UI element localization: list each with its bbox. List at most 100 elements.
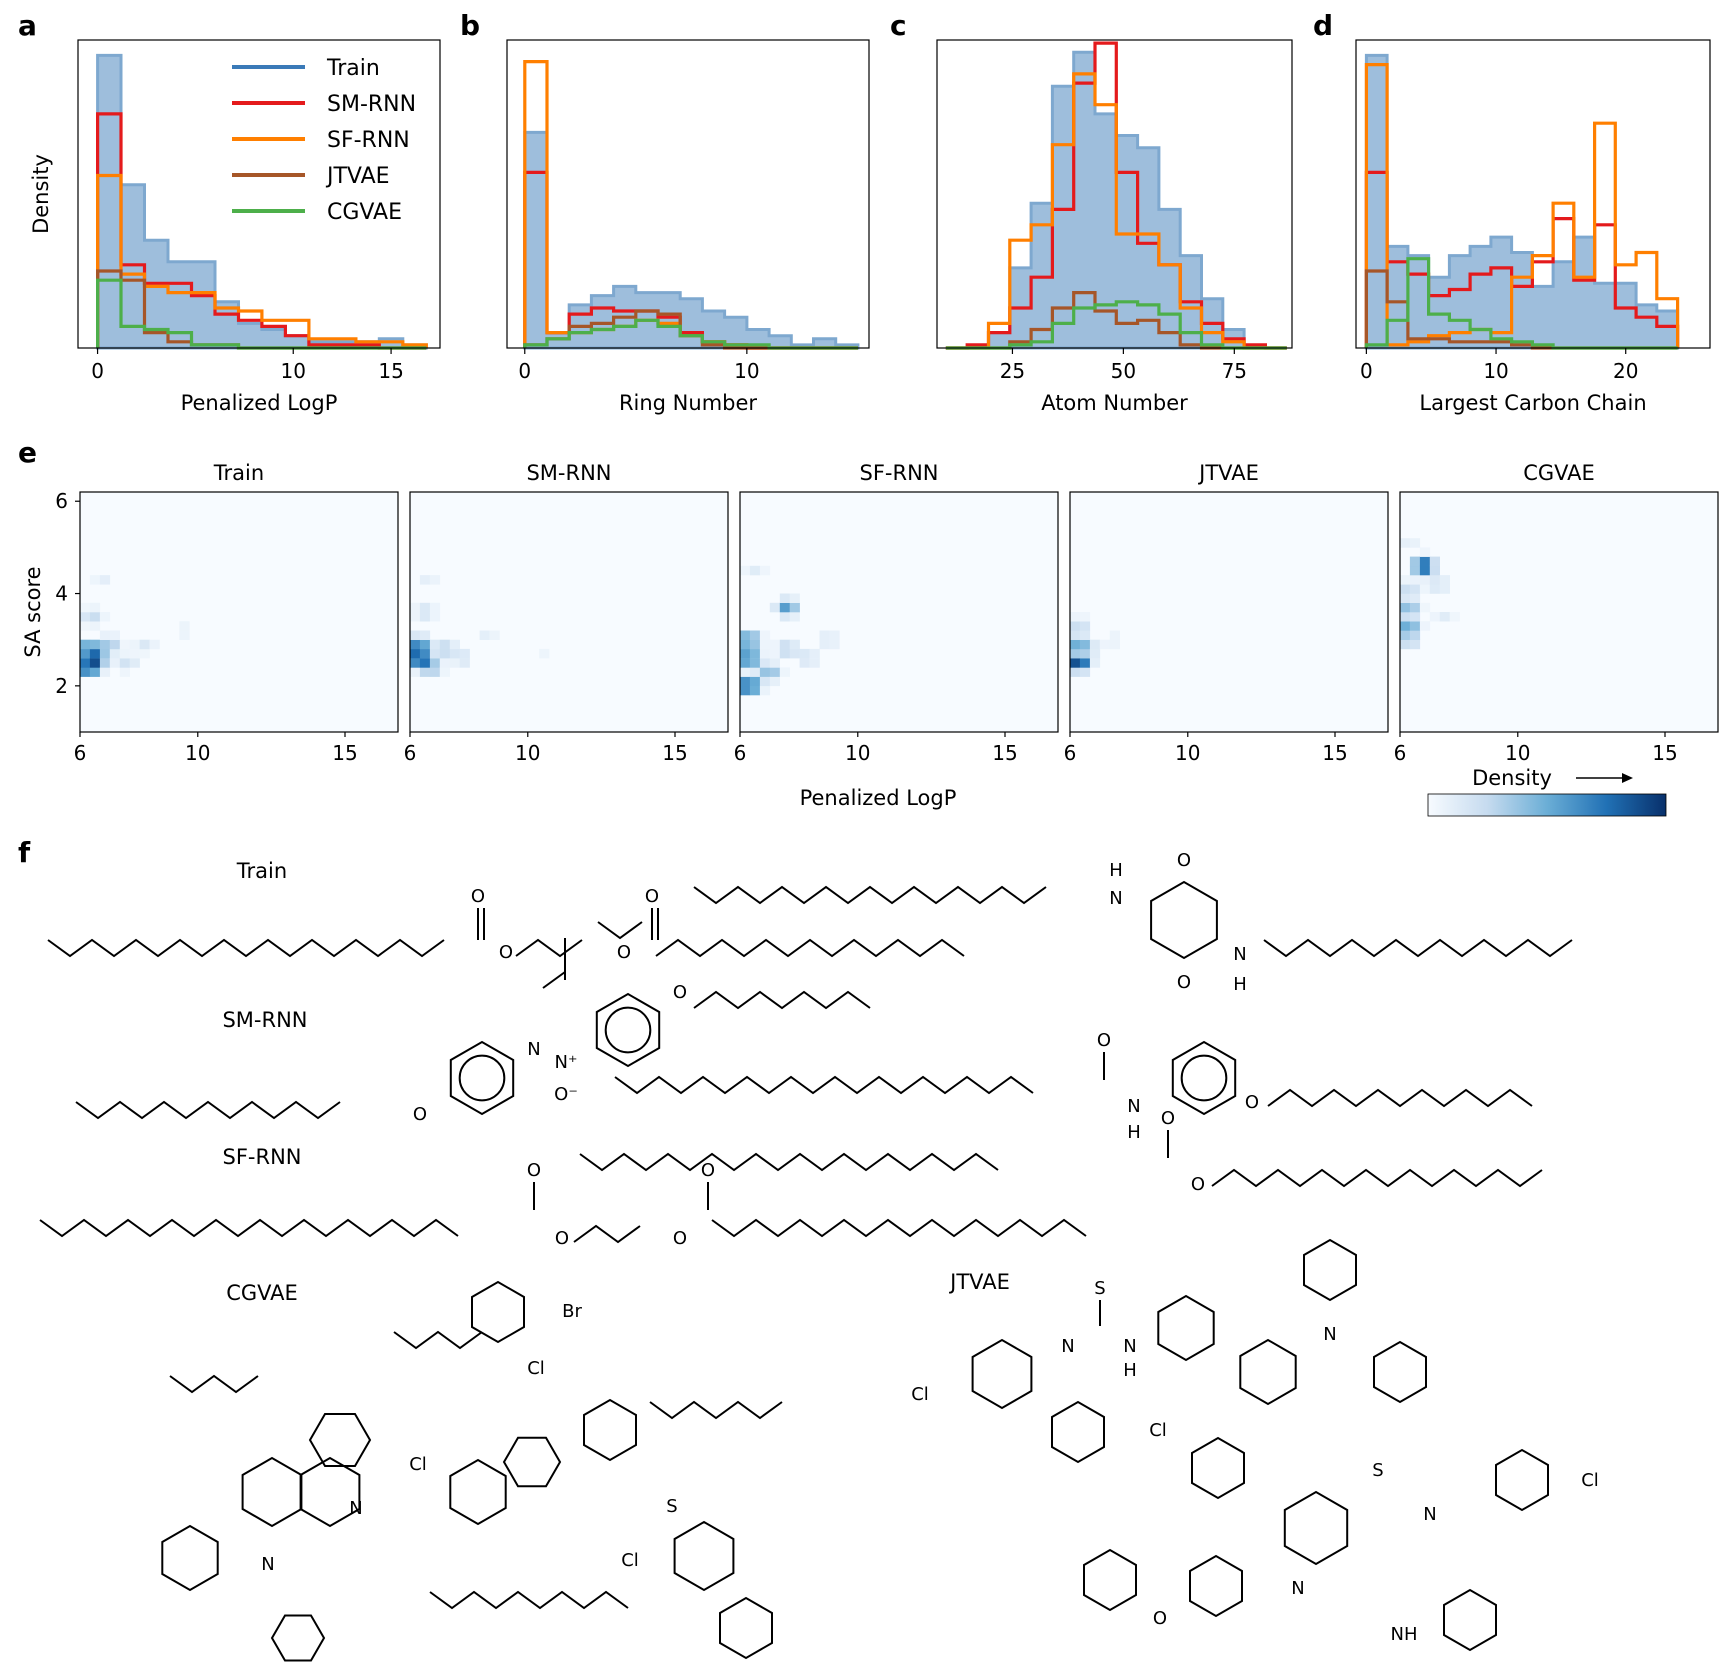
hist-b-frame	[506, 39, 870, 349]
heatmap-cell	[89, 602, 101, 613]
indene-ring-a	[449, 1458, 507, 1526]
heatmap-cell	[1400, 612, 1411, 622]
heatmap-cell	[1079, 658, 1091, 668]
heatmap-cell	[129, 658, 140, 668]
histogram-a: 0 10 15 Penalized LogP	[77, 39, 441, 415]
heatmap-cell	[489, 630, 500, 640]
hist-b-xlabel: Ring Number	[619, 391, 757, 415]
heatmap-cell	[1400, 584, 1411, 594]
atom-hydrogen: H	[1109, 860, 1123, 881]
biphenyl-ring-b	[1239, 1338, 1297, 1406]
heatmap-cell	[429, 575, 441, 585]
heatmap-background	[80, 492, 398, 732]
heatmap-cell	[1409, 584, 1421, 594]
heatmap-cell	[809, 658, 820, 668]
heatmap-cell	[1400, 602, 1411, 613]
chlorobenzyl-ring	[971, 1338, 1033, 1410]
panel-letter-c: c	[890, 9, 907, 42]
hist-d-xtick-label: 0	[1360, 359, 1373, 383]
heatmap-cell	[429, 658, 441, 668]
heatmap-xtick-label: 6	[1064, 741, 1077, 765]
heatmap-cell	[410, 602, 421, 613]
histogram-c: 25 50 75 Atom Number	[936, 39, 1293, 415]
heatmap-cell	[449, 639, 460, 650]
train-amine-chain	[693, 885, 1047, 905]
heatmap-xtick-label: 6	[1394, 741, 1407, 765]
heatmap-cell	[769, 667, 780, 677]
heatmap-cell	[129, 648, 140, 659]
heatmap-cell	[419, 667, 431, 677]
atom-oxygen: O	[471, 886, 485, 907]
legend: Train SM-RNN SF-RNN JTVAE CGVAE	[232, 56, 416, 225]
heatmap-cell	[789, 639, 800, 650]
heatmap-cell	[769, 676, 780, 687]
heatmap-cell	[819, 630, 830, 640]
heatmap-cell	[769, 648, 780, 659]
colorbar-arrow-head	[1622, 773, 1633, 783]
heatmap-cell	[1409, 612, 1421, 622]
atom-oxygen: O	[1245, 1092, 1259, 1113]
heatmap-cell	[80, 621, 91, 631]
heatmap-cell	[799, 648, 810, 659]
heatmap-cell	[1400, 630, 1411, 640]
heatmap-cell	[1409, 556, 1421, 567]
heatmap-xtick-label: 15	[1322, 741, 1347, 765]
heatmap-frame	[1399, 491, 1719, 733]
train-glycerol-backbone	[515, 938, 583, 958]
atom-oxygen: O	[1161, 1108, 1175, 1129]
isoquinoline-ring-b	[299, 1456, 361, 1528]
atom-chlorine: Cl	[911, 1384, 929, 1405]
histogram-b: 0 10 Ring Number	[506, 39, 870, 415]
heatmap-cell	[139, 639, 150, 650]
aromatic-circle	[1180, 1054, 1228, 1102]
heatmap-frame	[409, 491, 729, 733]
heatmap-cell	[419, 612, 431, 622]
heatmap-cell	[89, 658, 101, 668]
heatmap-xtick-label: 15	[1652, 741, 1677, 765]
sf-rnn-alcohol-chain	[1211, 1168, 1543, 1188]
hist-c-xtick-label: 50	[1111, 359, 1136, 383]
heatmap-jtvae: JTVAE 6 10 15	[1064, 461, 1389, 765]
hist-d-frame	[1355, 39, 1711, 349]
atom-oxygen: O	[1153, 1608, 1167, 1629]
heatmap-cell	[419, 630, 431, 640]
heatmap-cell	[759, 658, 771, 668]
heatmap-cell	[1409, 602, 1421, 613]
heatmap-cell	[1079, 630, 1091, 640]
quinone-ring	[1150, 880, 1218, 960]
heatmap-cell	[449, 648, 460, 659]
heatmap-cell	[410, 630, 421, 640]
heatmap-cell	[429, 667, 441, 677]
heatmap-cell	[769, 658, 780, 668]
heatmap-cell	[109, 648, 120, 659]
heatmap-cell	[429, 602, 441, 613]
heatmap-cell	[109, 630, 120, 640]
cgvae-branch-chain	[393, 1330, 483, 1350]
heatmap-title: SF-RNN	[860, 461, 939, 485]
heatmap-cell	[149, 639, 160, 650]
cyclopentadiene-core	[308, 1413, 372, 1467]
heatmap-sf-rnn: SF-RNN 6 10 15	[734, 461, 1059, 765]
heatmap-cell	[410, 667, 421, 677]
chloro-thioaryl-ring	[673, 1520, 735, 1592]
heatmap-cell	[1109, 639, 1120, 650]
atom-oxygen: O	[1097, 1030, 1111, 1051]
heatmap-cell	[749, 676, 761, 687]
heatmap-cell	[139, 648, 150, 659]
hist-b-xtick-label: 0	[518, 359, 531, 383]
atom-chlorine: Cl	[1581, 1470, 1599, 1491]
heatmap-cell	[1089, 639, 1101, 650]
heatmap-ylabel: SA score	[21, 566, 45, 657]
heatmap-cell	[759, 676, 771, 687]
heatmap-cell	[1079, 621, 1091, 631]
heatmap-cell	[740, 565, 751, 576]
heatmap-cell	[1429, 584, 1440, 594]
heatmap-cell	[410, 639, 421, 650]
heatmap-title: JTVAE	[1197, 461, 1259, 485]
heatmap-cell	[749, 630, 761, 640]
heatmap-cell	[1099, 639, 1110, 650]
heatmap-cell	[1409, 639, 1421, 650]
heatmap-cell	[789, 593, 800, 603]
heatmap-background	[1070, 492, 1388, 732]
heatmap-cell	[749, 639, 761, 650]
